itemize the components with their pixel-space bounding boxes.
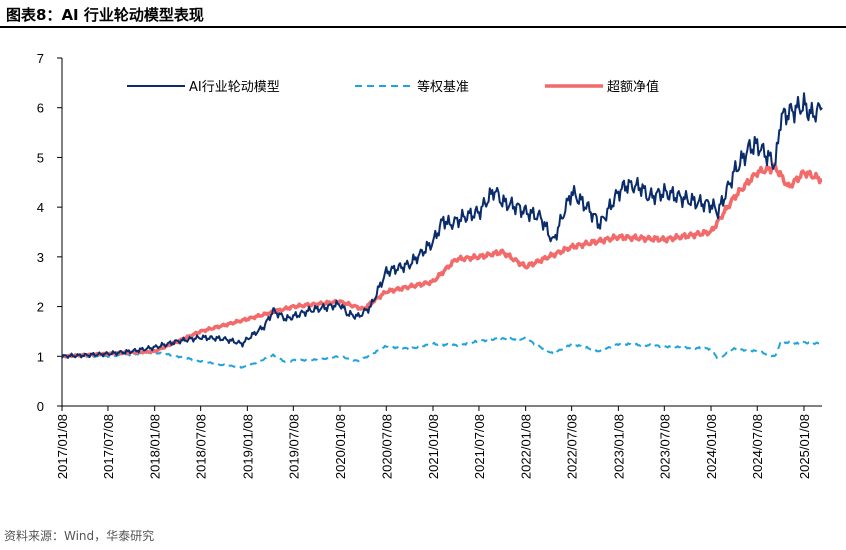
x-tick-label: 2019/01/08	[240, 414, 255, 479]
legend-item-benchmark: 等权基准	[355, 79, 469, 95]
x-tick-label: 2024/07/08	[750, 414, 765, 479]
x-tick-label: 2022/07/08	[565, 414, 580, 479]
series-line-benchmark	[61, 336, 823, 369]
figure-title: 图表8：AI 行业轮动模型表现	[6, 4, 840, 26]
series-line-excess	[61, 162, 823, 359]
x-tick-label: 2025/01/08	[797, 414, 812, 479]
x-tick-label: 2018/07/08	[194, 414, 209, 479]
y-tick-label: 3	[37, 250, 44, 265]
series-layer	[61, 92, 823, 369]
x-tick-label: 2023/07/08	[657, 414, 672, 479]
x-tick-label: 2020/07/08	[379, 414, 394, 479]
x-tick-label: 2017/01/08	[55, 414, 70, 479]
legend-label: 超额净值	[607, 79, 659, 95]
x-tick-label: 2020/01/08	[333, 414, 348, 479]
y-tick-label: 7	[37, 51, 44, 66]
legend-item-excess: 超额净值	[545, 79, 659, 95]
x-tick-label: 2019/07/08	[286, 414, 301, 479]
legend-label: AI行业轮动模型	[189, 80, 280, 95]
x-tick-label: 2021/01/08	[426, 414, 441, 479]
x-tick-label: 2024/01/08	[704, 414, 719, 479]
legend-item-model: AI行业轮动模型	[127, 80, 280, 95]
y-axis: 0 1 2 3 4 5 6 7	[37, 51, 63, 414]
y-tick-label: 2	[37, 300, 44, 315]
x-axis: 2017/01/08 2017/07/08 2018/01/08 2018/07/08…	[55, 405, 822, 479]
x-tick-label: 2017/07/08	[101, 414, 116, 479]
y-tick-label: 1	[37, 349, 44, 364]
chart-title: AI 行业轮动模型表现	[61, 6, 204, 24]
y-tick-label: 6	[37, 101, 44, 116]
x-tick-label: 2021/07/08	[472, 414, 487, 479]
x-tick-label: 2022/01/08	[519, 414, 534, 479]
x-tick-label: 2023/01/08	[611, 414, 626, 479]
y-tick-label: 0	[37, 399, 44, 414]
y-tick-label: 5	[37, 150, 44, 165]
legend: AI行业轮动模型 等权基准 超额净值	[127, 79, 659, 95]
title-divider	[0, 26, 846, 28]
x-tick-label: 2018/01/08	[148, 414, 163, 479]
y-tick-label: 4	[37, 200, 44, 215]
source-note: 资料来源：Wind，华泰研究	[4, 529, 155, 543]
figure-label: 图表8：	[6, 6, 62, 24]
series-line-model	[61, 92, 823, 359]
legend-label: 等权基准	[417, 79, 469, 95]
